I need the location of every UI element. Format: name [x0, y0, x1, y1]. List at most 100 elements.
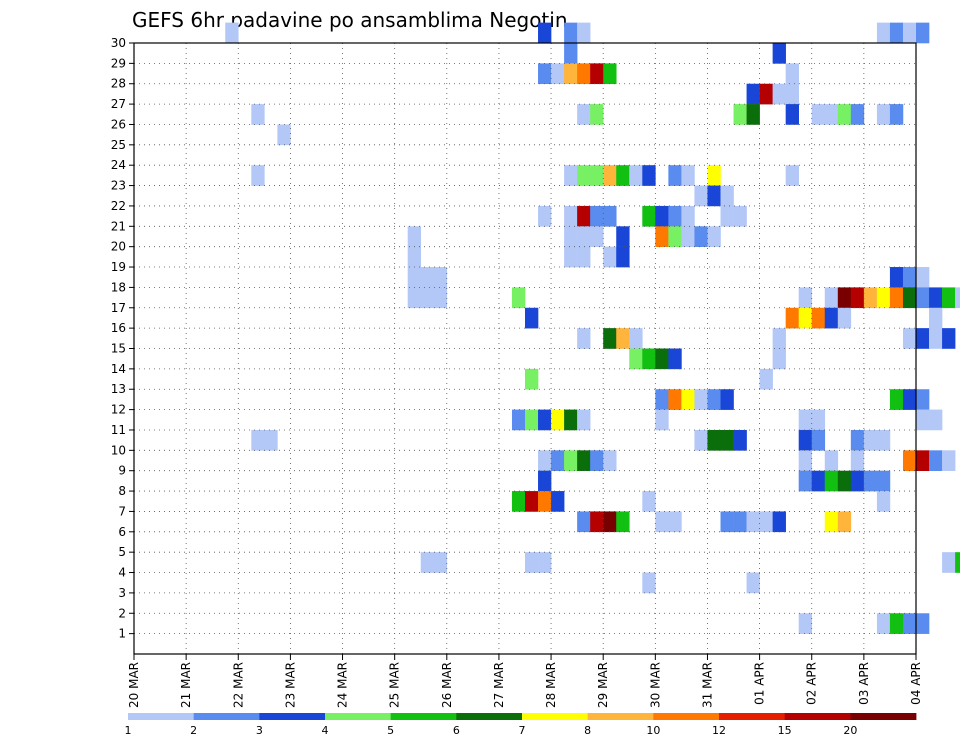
y-tick-label: 2 — [118, 606, 126, 620]
precip-cell — [785, 83, 799, 105]
precip-cell — [603, 511, 617, 533]
precip-cell — [277, 124, 291, 146]
precip-cell — [720, 185, 734, 207]
precip-cell — [889, 613, 904, 634]
precip-cell — [889, 267, 904, 288]
precip-cell — [707, 429, 721, 451]
precip-cell — [511, 287, 526, 309]
precip-cell — [850, 287, 865, 309]
precip-cell — [902, 22, 917, 44]
precip-cell — [603, 328, 617, 349]
precip-cell — [863, 287, 878, 309]
colorbar-swatch — [522, 713, 589, 720]
precip-cell — [916, 267, 930, 288]
precip-cell — [616, 246, 630, 268]
precip-cell — [942, 552, 956, 573]
precip-cell — [772, 348, 786, 370]
precip-cell — [407, 246, 422, 268]
precip-cell — [577, 165, 591, 186]
precip-cell — [655, 205, 669, 227]
precip-cell — [929, 450, 943, 471]
x-tick-label: 23 MAR — [283, 662, 297, 708]
precip-cell — [538, 22, 552, 44]
y-tick-label: 23 — [111, 179, 126, 193]
precip-cell — [681, 165, 695, 186]
colorbar-label: 6 — [453, 724, 460, 737]
precip-cell — [551, 409, 565, 431]
precip-cell — [668, 389, 682, 410]
precip-cell — [837, 470, 852, 492]
x-tick-label: 25 MAR — [388, 662, 402, 708]
y-tick-label: 19 — [111, 260, 126, 274]
precip-cell — [564, 226, 578, 247]
y-tick-label: 25 — [111, 138, 126, 152]
y-tick-label: 9 — [118, 464, 126, 478]
precip-cell — [251, 429, 265, 451]
precip-cell — [746, 572, 760, 594]
colorbar-swatch — [653, 713, 720, 720]
precip-cell — [564, 409, 578, 431]
precip-cell — [837, 511, 852, 533]
precip-cell — [824, 450, 839, 471]
precip-cell — [629, 348, 643, 370]
precip-cell — [863, 470, 878, 492]
colorbar-label: 10 — [646, 724, 660, 737]
precip-cell — [746, 511, 760, 533]
colorbar-label: 12 — [712, 724, 726, 737]
colorbar-label: 20 — [843, 724, 857, 737]
precip-cell — [902, 450, 917, 471]
precip-cell — [811, 409, 826, 431]
y-tick-label: 11 — [111, 423, 126, 437]
y-tick-label: 10 — [111, 443, 126, 457]
precip-cell — [837, 307, 852, 329]
y-tick-label: 28 — [111, 77, 126, 91]
precip-cell — [407, 267, 422, 288]
precip-cell — [525, 368, 539, 390]
precip-cell — [889, 287, 904, 309]
precip-cell — [629, 328, 643, 349]
y-tick-label: 17 — [111, 301, 126, 315]
precip-cell — [603, 205, 617, 227]
precip-cell — [564, 22, 578, 44]
precip-cell — [759, 83, 773, 105]
precip-cell — [577, 409, 591, 431]
precip-cell — [798, 450, 813, 471]
precip-cell — [511, 491, 526, 512]
precip-cell — [694, 185, 708, 207]
precip-cell — [668, 348, 682, 370]
y-tick-label: 7 — [118, 504, 126, 518]
precip-cell — [616, 165, 630, 186]
precip-cell — [642, 491, 656, 512]
precip-cell — [538, 63, 552, 85]
precip-cell — [564, 205, 578, 227]
precip-cell — [525, 307, 539, 329]
precip-cell — [916, 409, 930, 431]
precip-cell — [433, 287, 448, 309]
precip-cell — [798, 613, 813, 634]
colorbar: 1 2 3 4 5 6 7 8 10 12 15 20 — [125, 713, 917, 737]
x-tick-label: 21 MAR — [179, 662, 193, 708]
precip-cell — [837, 104, 852, 125]
precip-cell — [603, 63, 617, 85]
y-tick-label: 22 — [111, 199, 126, 213]
precip-cell — [733, 511, 747, 533]
precip-cell — [420, 552, 435, 573]
y-tick-label: 4 — [118, 566, 126, 580]
precip-cell — [720, 429, 734, 451]
precip-cell — [668, 165, 682, 186]
y-tick-label: 15 — [111, 342, 126, 356]
precip-cell — [876, 491, 891, 512]
y-tick-label: 20 — [111, 240, 126, 254]
precip-cell — [525, 409, 539, 431]
precip-cell — [955, 287, 960, 309]
precip-cell — [590, 511, 604, 533]
y-tick-label: 26 — [111, 117, 126, 131]
precip-cell — [707, 389, 721, 410]
precip-cell — [929, 287, 943, 309]
precip-cell — [590, 63, 604, 85]
x-tick-label: 03 APR — [857, 662, 871, 705]
precip-cell — [720, 205, 734, 227]
precip-cell — [785, 104, 799, 125]
precip-cell — [824, 287, 839, 309]
precip-cell — [942, 328, 956, 349]
